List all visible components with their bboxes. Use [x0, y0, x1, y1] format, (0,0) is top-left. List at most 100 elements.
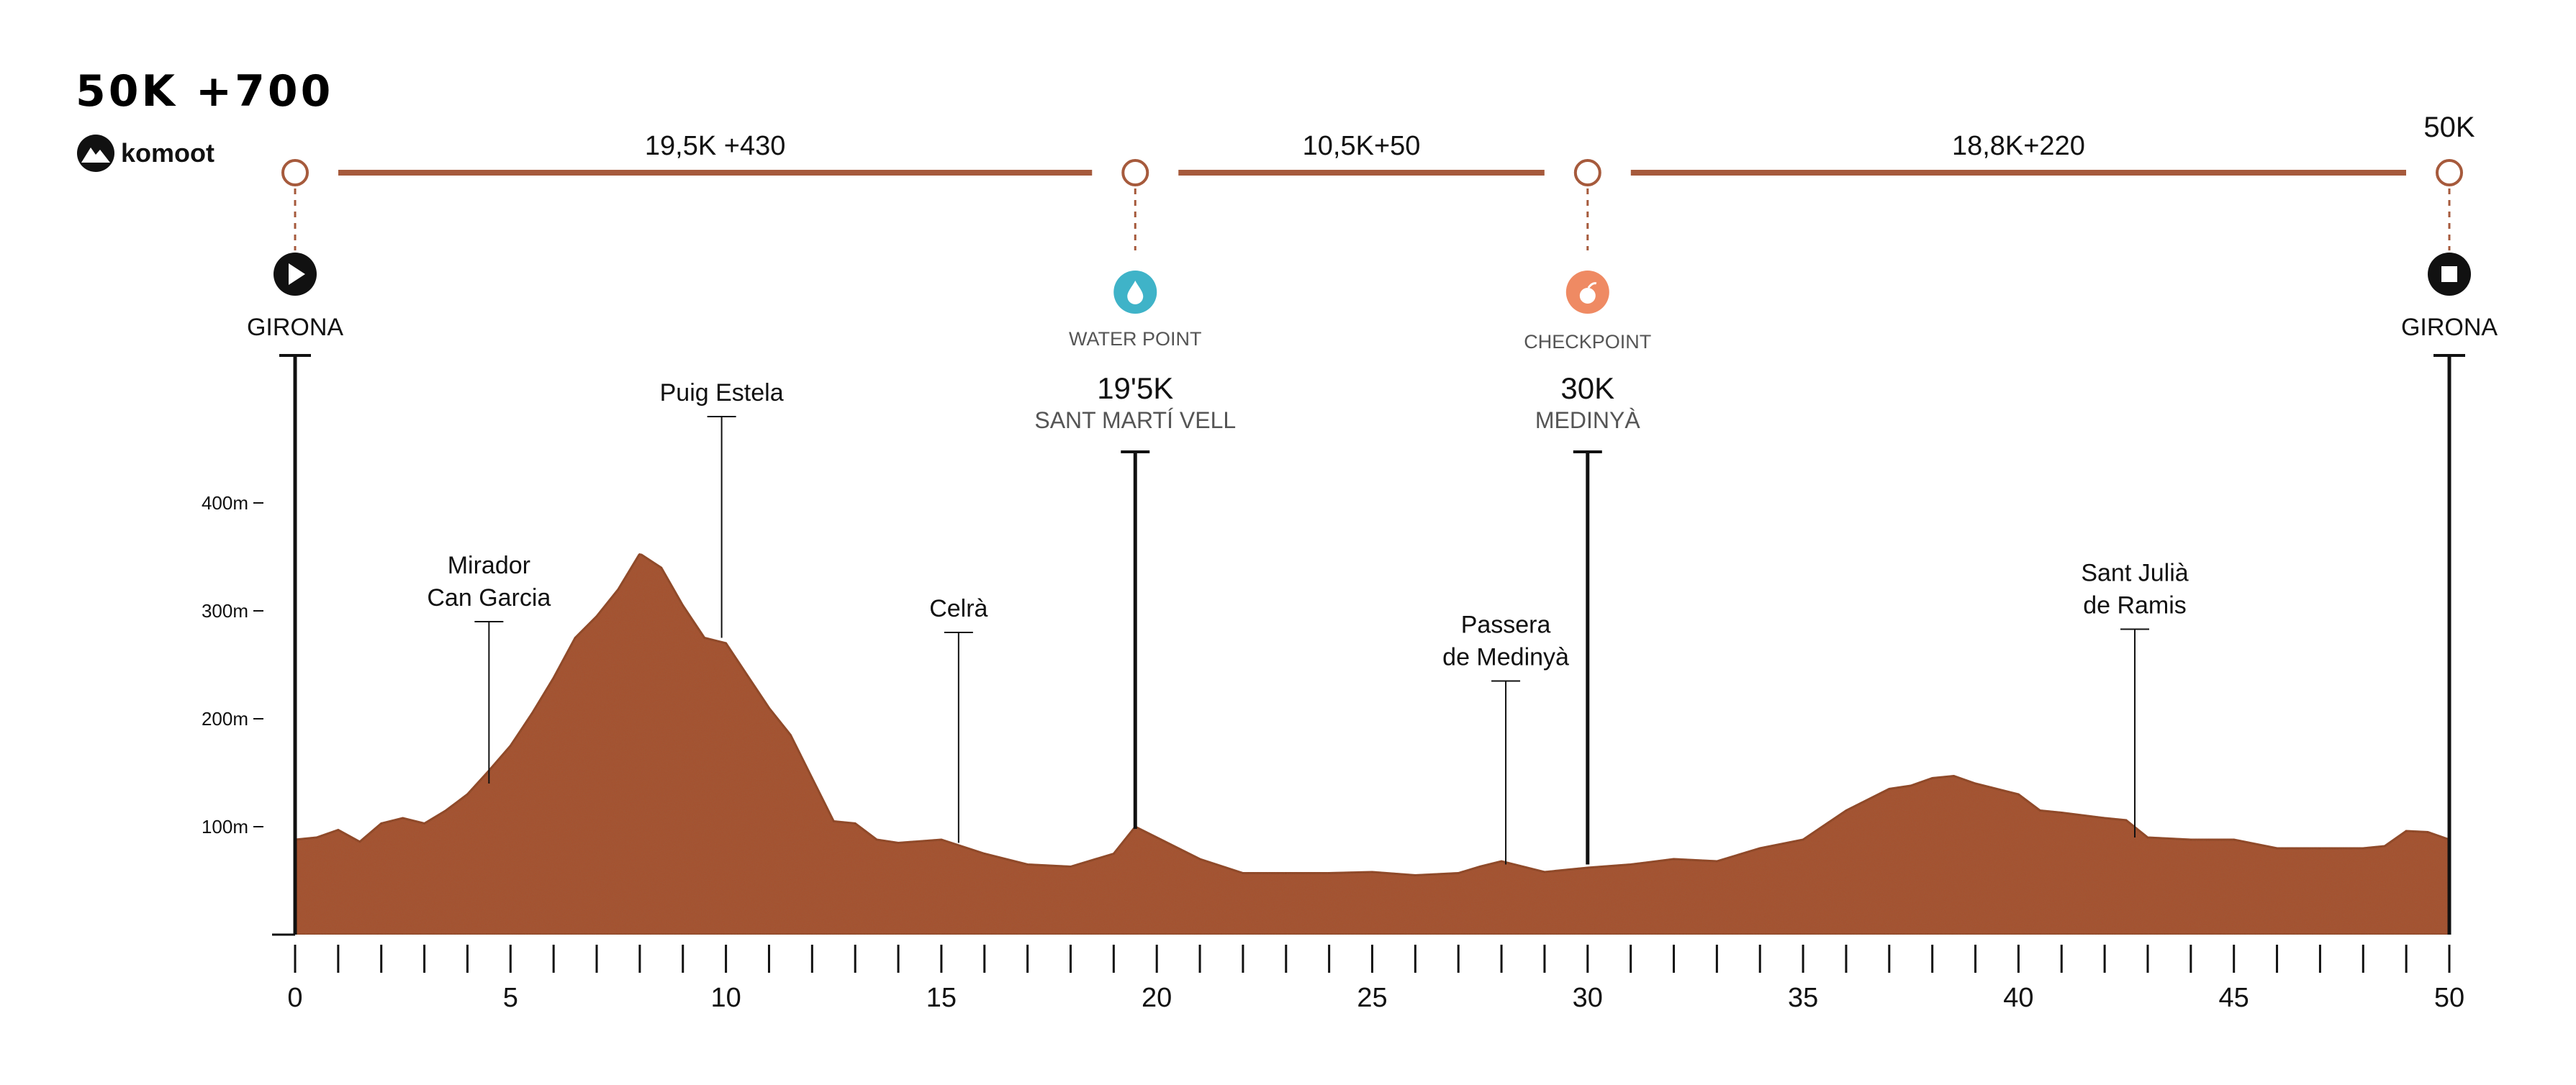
x-tick-label: 0 [287, 983, 302, 1013]
finish-label: GIRONA [2401, 314, 2498, 341]
elevation-point [768, 707, 770, 709]
elevation-point [1931, 777, 1933, 779]
landmark-label: Mirador [448, 552, 530, 579]
elevation-point [2147, 837, 2148, 838]
elevation-point [639, 553, 641, 555]
x-tick-label: 15 [926, 983, 957, 1013]
checkpoint-type-label: CHECKPOINT [1524, 331, 1651, 353]
y-tick-label: 200m [202, 708, 248, 730]
elevation-point [423, 822, 425, 825]
elevation-point [1974, 783, 1976, 784]
play-icon [289, 263, 305, 285]
elevation-point [811, 777, 813, 779]
elevation-point [596, 615, 597, 617]
elevation-point [2104, 817, 2105, 819]
elevation-point [1630, 863, 1632, 866]
x-tick-label: 25 [1357, 983, 1387, 1013]
elevation-point [1910, 785, 1912, 786]
station-ring [1121, 159, 1149, 186]
elevation-point [510, 745, 512, 747]
x-tick-label: 30 [1573, 983, 1603, 1013]
elevation-point [898, 842, 899, 844]
komoot-logo[interactable]: komoot [77, 135, 214, 172]
landmark-label: Puig Estela [660, 379, 784, 407]
elevation-point [466, 794, 469, 795]
mountain-icon [81, 147, 110, 163]
elevation-point [1070, 866, 1072, 868]
elevation-point [682, 604, 684, 607]
segment-label-1: 19,5K +430 [645, 131, 785, 161]
x-tick-label: 10 [710, 983, 741, 1013]
landmarks-layer: Mirador Can Garcia Puig Estela Celrà Passera… [427, 379, 2189, 865]
elevation-point [1759, 848, 1761, 849]
elevation-point [445, 809, 447, 812]
landmark-label: de Medinyà [1442, 644, 1569, 671]
station-ring [1573, 159, 1601, 186]
x-tick-label: 5 [503, 983, 518, 1013]
elevation-point [2125, 820, 2127, 821]
elevation-point [2319, 848, 2321, 849]
komoot-logo-mark [77, 135, 114, 172]
elevation-point [338, 829, 339, 831]
elevation-point [316, 837, 317, 838]
elevation-point [661, 567, 662, 568]
stop-icon [2441, 266, 2457, 282]
elevation-point [1414, 874, 1416, 876]
apple-stem [1587, 282, 1597, 289]
elevation-point [1953, 775, 1955, 777]
station-ring [2436, 159, 2463, 186]
elevation-point [1156, 837, 1157, 838]
x-tick-label: 35 [1788, 983, 1818, 1013]
elevation-point [618, 589, 619, 590]
elevation-point [725, 643, 727, 644]
elevation-point [1889, 788, 1890, 790]
finish-distance-label: 50K [2423, 112, 2475, 143]
elevation-point [1479, 866, 1481, 868]
y-axis: 100m 200m 300m 400m [202, 492, 295, 936]
elevation-point [703, 637, 705, 639]
segment-label-3: 18,8K+220 [1952, 131, 2085, 161]
landmark-label: Sant Julià [2081, 560, 2188, 587]
water-place-label: SANT MARTÍ VELL [1034, 407, 1236, 433]
station-start: GIRONA [247, 159, 343, 935]
elevation-point [2190, 839, 2192, 840]
x-tick-label: 40 [2003, 983, 2033, 1013]
elevation-point [2427, 831, 2428, 833]
elevation-point [553, 677, 554, 678]
landmark-label: de Ramis [2083, 592, 2187, 619]
elevation-point [983, 853, 985, 855]
elevation-point [1716, 861, 1718, 862]
elevation-point [1199, 858, 1201, 860]
elevation-point [1242, 872, 1244, 874]
elevation-point [941, 839, 942, 840]
elevation-point [746, 675, 749, 676]
x-tick-label: 50 [2434, 983, 2464, 1013]
elevation-point [2061, 812, 2063, 814]
y-tick-label: 300m [202, 600, 248, 622]
elevation-point [1673, 858, 1675, 860]
race-title: 50K +700 [76, 66, 333, 117]
elevation-point [1845, 809, 1847, 812]
elevation-point [2039, 809, 2041, 812]
checkpoint-distance-label: 30K [1560, 371, 1614, 405]
elevation-point [2405, 830, 2407, 832]
elevation-point [2233, 839, 2235, 840]
elevation-point [2017, 794, 2020, 795]
elevation-point [380, 822, 382, 825]
y-tick-label: 100m [202, 816, 248, 837]
elevation-point [2384, 845, 2386, 847]
elevation-point [1328, 872, 1330, 874]
elevation-point [1587, 867, 1588, 868]
water-drop-icon [1127, 281, 1144, 305]
elevation-point [1544, 871, 1545, 873]
elevation-point [402, 817, 404, 819]
elevation-area [294, 552, 2451, 936]
elevation-point [531, 712, 533, 714]
y-tick-label: 400m [202, 492, 248, 514]
elevation-point [574, 637, 576, 639]
landmark-label: Can Garcia [427, 584, 551, 612]
